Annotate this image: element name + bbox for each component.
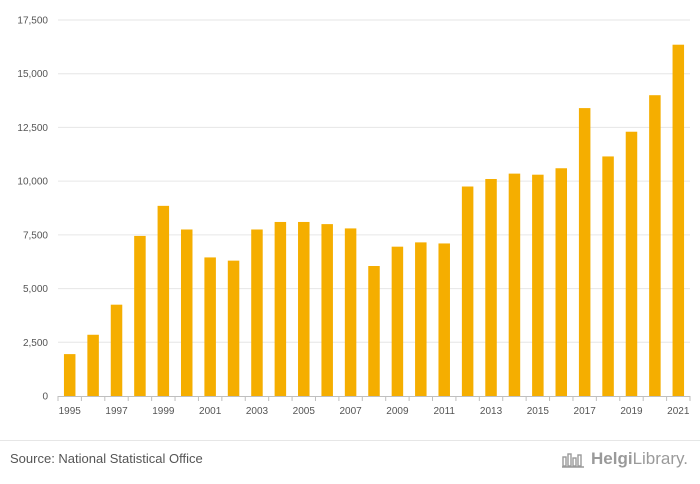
footer: Source: National Statistical Office Helg… — [0, 440, 700, 484]
x-tick-label: 2021 — [667, 406, 690, 417]
bar-1995 — [63, 354, 76, 396]
x-tick-label: 2005 — [293, 406, 316, 417]
bar-2004 — [274, 221, 287, 396]
bar-2001 — [204, 257, 216, 396]
bar-2014 — [508, 173, 521, 396]
x-tick-label: 1997 — [105, 406, 128, 417]
x-tick-label: 2001 — [199, 406, 222, 417]
x-tick-label: 2015 — [527, 406, 550, 417]
y-tick-label: 2,500 — [23, 338, 48, 349]
x-tick-label: 2019 — [620, 406, 643, 417]
helgi-library-logo-icon — [562, 453, 584, 468]
x-tick-label: 2009 — [386, 406, 409, 417]
x-axis-ticks: 1995 1997 1999 2001 2003 2005 2007 2009 2011 2013… — [57, 396, 691, 417]
x-tick-label: 2007 — [339, 406, 362, 417]
y-tick-label: 17,500 — [17, 16, 48, 27]
bar-2020 — [649, 95, 661, 396]
bar-2016 — [555, 168, 568, 396]
y-tick-label: 12,500 — [17, 123, 48, 134]
x-tick-label: 1995 — [59, 406, 82, 417]
x-tick-label: 2011 — [433, 406, 455, 417]
y-tick-label: 0 — [42, 392, 48, 403]
bar-2019 — [625, 131, 638, 396]
y-axis-ticks: 0 2,500 5,000 7,500 10,000 12,500 15,000 17,500 — [17, 16, 48, 403]
bar-2002 — [227, 260, 240, 396]
brand-name: HelgiLibrary. — [591, 449, 688, 469]
bar-2011 — [438, 243, 450, 396]
y-tick-label: 7,500 — [23, 230, 48, 241]
brand-name-first: Helgi — [591, 449, 633, 468]
y-tick-label: 15,000 — [17, 69, 48, 80]
bar-1998 — [134, 235, 146, 396]
brand: HelgiLibrary. — [561, 449, 688, 469]
bar-2005 — [298, 221, 310, 396]
bar-2021 — [672, 44, 685, 397]
x-tick-label: 2003 — [246, 406, 269, 417]
bar-2017 — [578, 108, 591, 396]
bars — [63, 44, 685, 397]
x-tick-label: 2013 — [480, 406, 503, 417]
bar-chart: 0 2,500 5,000 7,500 10,000 12,500 15,000 17,500… — [17, 16, 691, 417]
bar-2006 — [321, 224, 333, 396]
bar-1999 — [157, 205, 170, 396]
bar-2007 — [344, 228, 357, 396]
bar-2000 — [180, 229, 193, 396]
x-tick-label: 2017 — [574, 406, 597, 417]
brand-name-second: Library. — [632, 449, 688, 468]
x-tick-label: 1999 — [152, 406, 175, 417]
bar-2013 — [485, 178, 497, 396]
bar-2009 — [391, 246, 404, 396]
y-tick-label: 10,000 — [17, 177, 48, 188]
bar-2015 — [532, 174, 544, 396]
bar-2010 — [415, 242, 427, 396]
source-note: Source: National Statistical Office — [10, 451, 203, 466]
bar-2018 — [602, 156, 614, 396]
bar-1997 — [110, 304, 123, 396]
y-tick-label: 5,000 — [23, 284, 48, 295]
bar-2008 — [368, 266, 380, 396]
bar-2012 — [461, 186, 474, 396]
bar-2003 — [251, 229, 263, 396]
bar-1996 — [87, 334, 99, 396]
